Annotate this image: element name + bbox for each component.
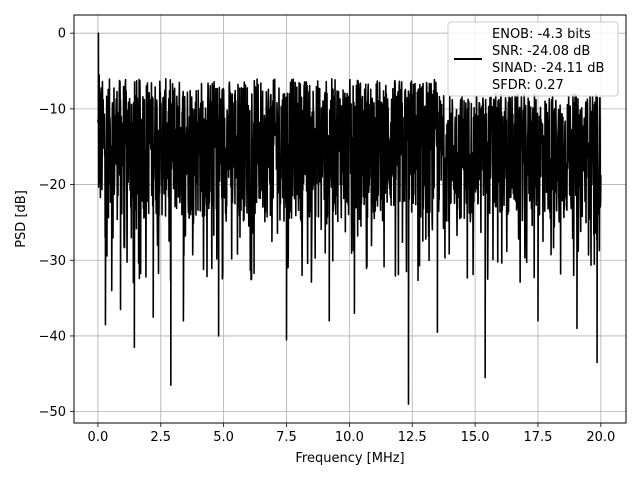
- x-tick-label: 15.0: [461, 430, 490, 445]
- x-tick-label: 0.0: [88, 430, 109, 445]
- data-layer: [97, 32, 602, 405]
- legend-box: [447, 21, 619, 97]
- x-tick-label: 5.0: [213, 430, 234, 445]
- y-tick-label: −10: [39, 102, 66, 117]
- x-tick-label: 12.5: [398, 430, 427, 445]
- y-tick-label: −40: [39, 329, 66, 344]
- legend-entry-snr: SNR: -24.08 dB: [492, 44, 590, 59]
- y-tick-label: −30: [39, 254, 66, 269]
- x-tick-label: 7.5: [276, 430, 297, 445]
- x-tick-label: 20.0: [586, 430, 615, 445]
- legend-entry-sinad: SINAD: -24.11 dB: [492, 61, 604, 76]
- legend-entry-sfdr: SFDR: 0.27: [492, 78, 564, 93]
- x-tick-label: 17.5: [524, 430, 553, 445]
- psd-series-line: [97, 32, 602, 405]
- plot-frame: [73, 14, 627, 424]
- x-axis-label: Frequency [MHz]: [295, 451, 404, 466]
- y-tick-label: 0: [58, 27, 66, 42]
- legend: ENOB: -4.3 bits SNR: -24.08 dB SINAD: -2…: [447, 21, 619, 97]
- legend-entry-enob: ENOB: -4.3 bits: [492, 27, 591, 42]
- x-tick-label: 10.0: [335, 430, 364, 445]
- y-axis-label: PSD [dB]: [14, 190, 29, 248]
- x-ticks: 0.0 2.5 5.0 7.5 10.0 12.5 15.0 17.5 20.0: [88, 423, 615, 445]
- y-ticks: 0 −10 −20 −30 −40 −50: [39, 27, 74, 420]
- y-tick-label: −50: [39, 405, 66, 420]
- y-tick-label: −20: [39, 178, 66, 193]
- x-tick-label: 2.5: [150, 430, 171, 445]
